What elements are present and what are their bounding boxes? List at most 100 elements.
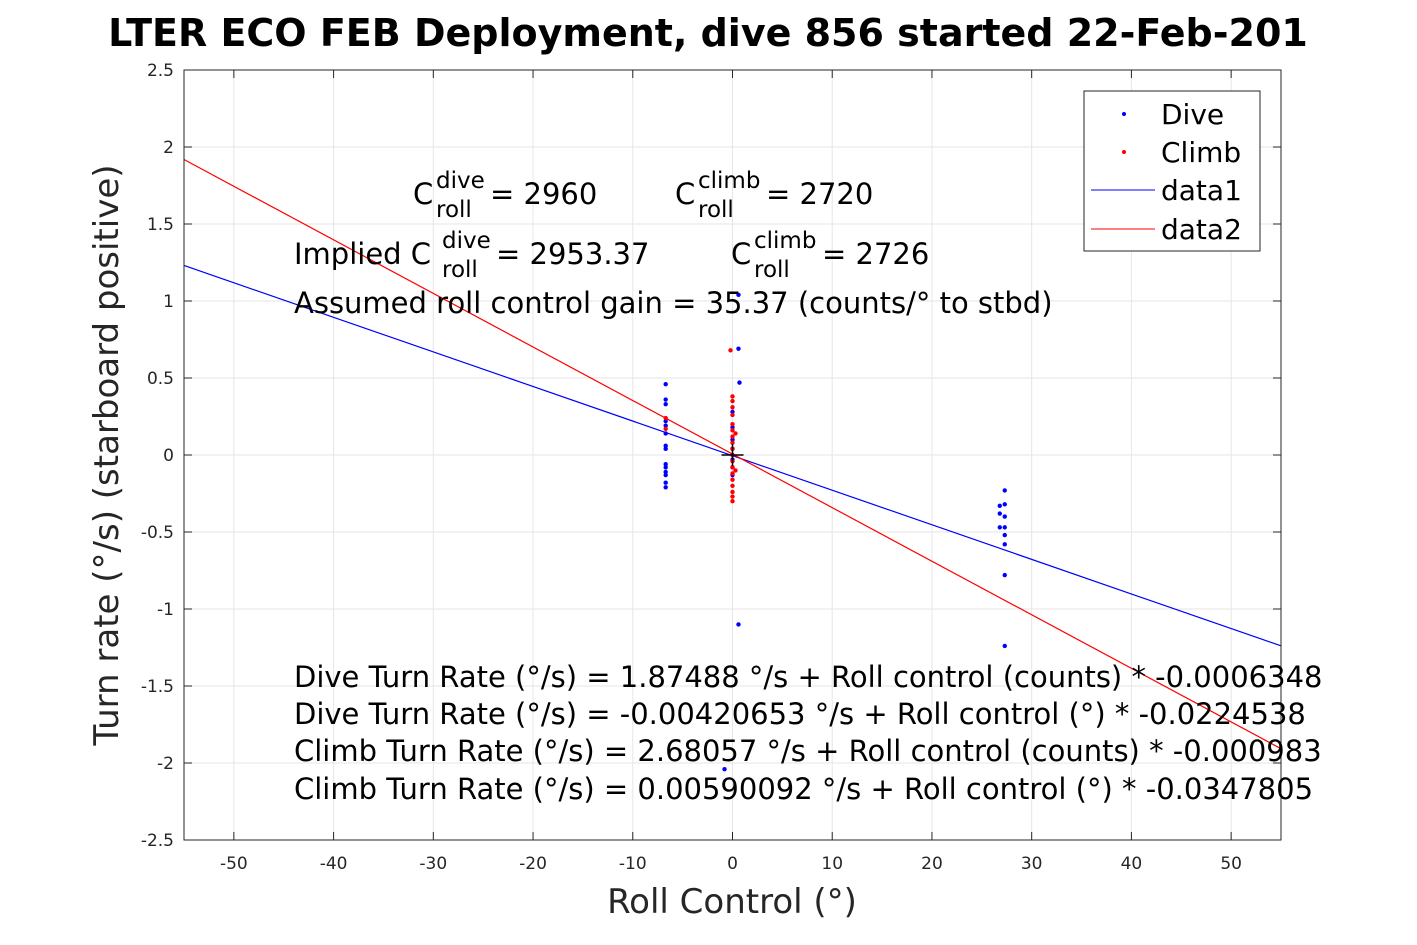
equation-climb-counts: Climb Turn Rate (°/s) = 2.68057 °/s + Ro… [294, 734, 1322, 768]
climb-point [728, 348, 733, 353]
dive-point [1002, 514, 1007, 519]
equation-dive-degrees: Dive Turn Rate (°/s) = -0.00420653 °/s +… [294, 697, 1306, 731]
dive-point [730, 437, 735, 442]
x-tick-label: -20 [519, 854, 547, 874]
y-tick-label: -0.5 [141, 523, 174, 543]
climb-point [730, 440, 735, 445]
dive-point [663, 401, 668, 407]
x-axis-ticks: -50 -40 -30 -20 -10 0 10 20 30 40 50 [220, 70, 1242, 874]
data-points [663, 292, 1007, 772]
legend-climb-label: Climb [1161, 136, 1241, 169]
climb-point [730, 499, 735, 504]
y-tick-label: -2.5 [141, 831, 174, 851]
dive-point [663, 381, 668, 387]
x-tick-label: 10 [821, 854, 843, 874]
legend: Dive Climb data1 data2 [1083, 90, 1261, 252]
dive-point [663, 418, 668, 424]
y-tick-label: 1 [163, 292, 174, 312]
plot-border [183, 69, 1282, 841]
dive-point [1002, 525, 1007, 530]
equation-annotations: Dive Turn Rate (°/s) = 1.87488 °/s + Rol… [294, 660, 1322, 806]
dive-point [997, 511, 1002, 516]
climb-point [730, 398, 735, 404]
dive-point [1002, 488, 1007, 493]
legend-data2-label: data2 [1161, 213, 1242, 246]
climb-point [730, 483, 735, 488]
dive-point [663, 472, 668, 478]
dive-point [663, 480, 668, 485]
dive-point [663, 431, 668, 436]
dive-point [730, 409, 735, 415]
dive-point [1002, 643, 1007, 649]
dive-point [736, 622, 741, 627]
dive-point [1002, 502, 1007, 507]
legend-dive-marker [1122, 112, 1126, 116]
dive-point [1002, 572, 1007, 578]
y-tick-label: -2 [157, 754, 174, 774]
dive-point [1002, 542, 1007, 547]
y-axis-label: Turn rate (°/s) (starboard positive) [87, 164, 127, 746]
c-roll-climb-sup: climb [698, 168, 760, 194]
dive-point [663, 423, 668, 428]
y-tick-label: 1.5 [147, 215, 174, 235]
c-roll-annotation: C dive roll = 2960 C climb roll = 2720 [413, 168, 873, 223]
x-tick-label: 50 [1220, 854, 1242, 874]
x-tick-label: 0 [727, 854, 738, 874]
climb-point [730, 477, 735, 482]
y-tick-label: -1 [157, 600, 174, 620]
y-axis-ticks: -2.5 -2 -1.5 -1 -0.5 0 0.5 1 1.5 2 2.5 [141, 61, 1281, 851]
implied-climb-sub: roll [754, 257, 790, 283]
implied-climb-letter: C [731, 237, 751, 271]
dive-point [663, 446, 668, 452]
dive-point [736, 292, 741, 298]
climb-point [733, 468, 738, 473]
implied-dive-sub: roll [442, 257, 478, 283]
y-tick-label: 2.5 [147, 61, 174, 81]
x-tick-label: 30 [1021, 854, 1043, 874]
climb-point [730, 471, 735, 476]
climb-point [730, 394, 735, 399]
climb-point [663, 415, 668, 421]
gain-annotation: Assumed roll control gain = 35.37 (count… [294, 286, 1053, 320]
implied-climb-value: = 2726 [822, 237, 929, 271]
x-tick-label: -30 [419, 854, 447, 874]
x-tick-label: -50 [220, 854, 248, 874]
chart-title: LTER ECO FEB Deployment, dive 856 starte… [108, 11, 1308, 55]
x-tick-label: 40 [1121, 854, 1143, 874]
climb-point [730, 434, 735, 439]
y-tick-label: 0.5 [147, 369, 174, 389]
dive-point [663, 443, 668, 448]
dive-point [730, 425, 735, 430]
implied-climb-sup: climb [754, 228, 816, 254]
dive-point [663, 397, 668, 402]
y-tick-label: -1.5 [141, 677, 174, 697]
climb-point [663, 426, 668, 432]
climb-point [730, 428, 735, 433]
climb-point [730, 494, 735, 499]
dive-point [997, 503, 1002, 509]
c-roll-dive-sub: roll [436, 197, 472, 223]
c-roll-dive-letter: C [413, 177, 433, 211]
y-tick-label: 0 [163, 446, 174, 466]
implied-dive-value: = 2953.37 [496, 237, 649, 271]
climb-point [730, 465, 735, 470]
equation-climb-degrees: Climb Turn Rate (°/s) = 0.00590092 °/s +… [294, 772, 1313, 806]
climb-point [733, 431, 738, 436]
svg-text:C: C [413, 177, 433, 211]
legend-dive-label: Dive [1161, 98, 1224, 131]
dive-point [663, 469, 668, 475]
x-axis-label: Roll Control (°) [607, 882, 857, 922]
dive-point [737, 380, 742, 385]
dive-point [1002, 532, 1007, 538]
c-roll-climb-letter: C [675, 177, 695, 211]
climb-point [730, 489, 735, 495]
dive-point [722, 766, 727, 772]
dive-point [663, 465, 668, 470]
dive-point [997, 525, 1002, 530]
legend-box [1083, 90, 1261, 252]
c-roll-climb-sub: roll [698, 197, 734, 223]
dive-point [736, 346, 741, 351]
origin-marker [721, 444, 744, 466]
implied-dive-sup: dive [442, 228, 491, 254]
